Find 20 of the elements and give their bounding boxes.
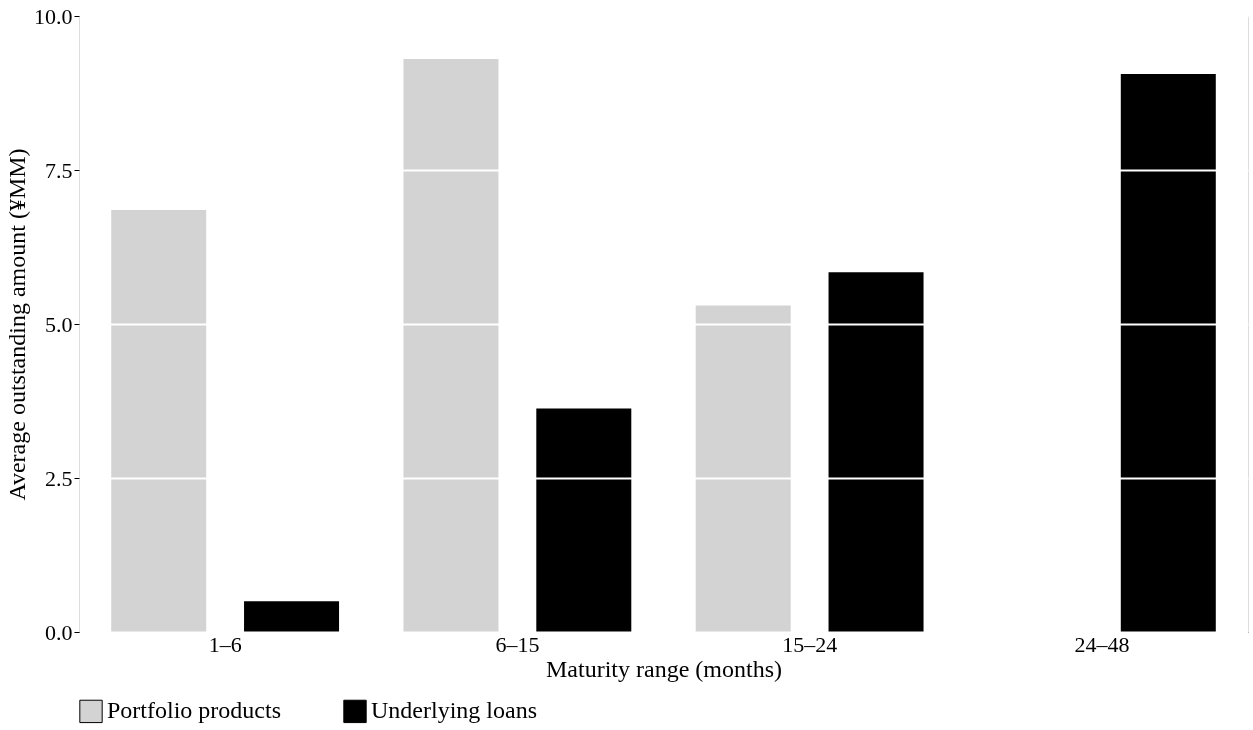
y-tick-label: 5.0 [45, 311, 73, 337]
y-tick-label: 2.5 [45, 465, 73, 491]
bar [244, 601, 340, 632]
legend-label: Underlying loans [371, 697, 537, 724]
bar [536, 408, 632, 632]
x-tick-label: 1–6 [208, 631, 242, 657]
y-axis-title: Average outstanding amount (¥MM) [4, 148, 30, 501]
x-axis-title: Maturity range (months) [546, 655, 782, 682]
x-tick-label: 6–15 [495, 631, 540, 657]
x-tick-label: 15–24 [782, 631, 838, 657]
y-tick-label: 10.0 [34, 3, 73, 29]
bar [403, 59, 499, 632]
y-tick-label: 7.5 [45, 157, 73, 183]
legend-label: Portfolio products [107, 697, 281, 724]
bar [1120, 73, 1216, 632]
bar [111, 210, 207, 632]
x-tick-label: 24–48 [1074, 631, 1130, 657]
bar [695, 305, 791, 632]
bar [828, 272, 924, 632]
y-tick-label: 0.0 [45, 619, 73, 645]
